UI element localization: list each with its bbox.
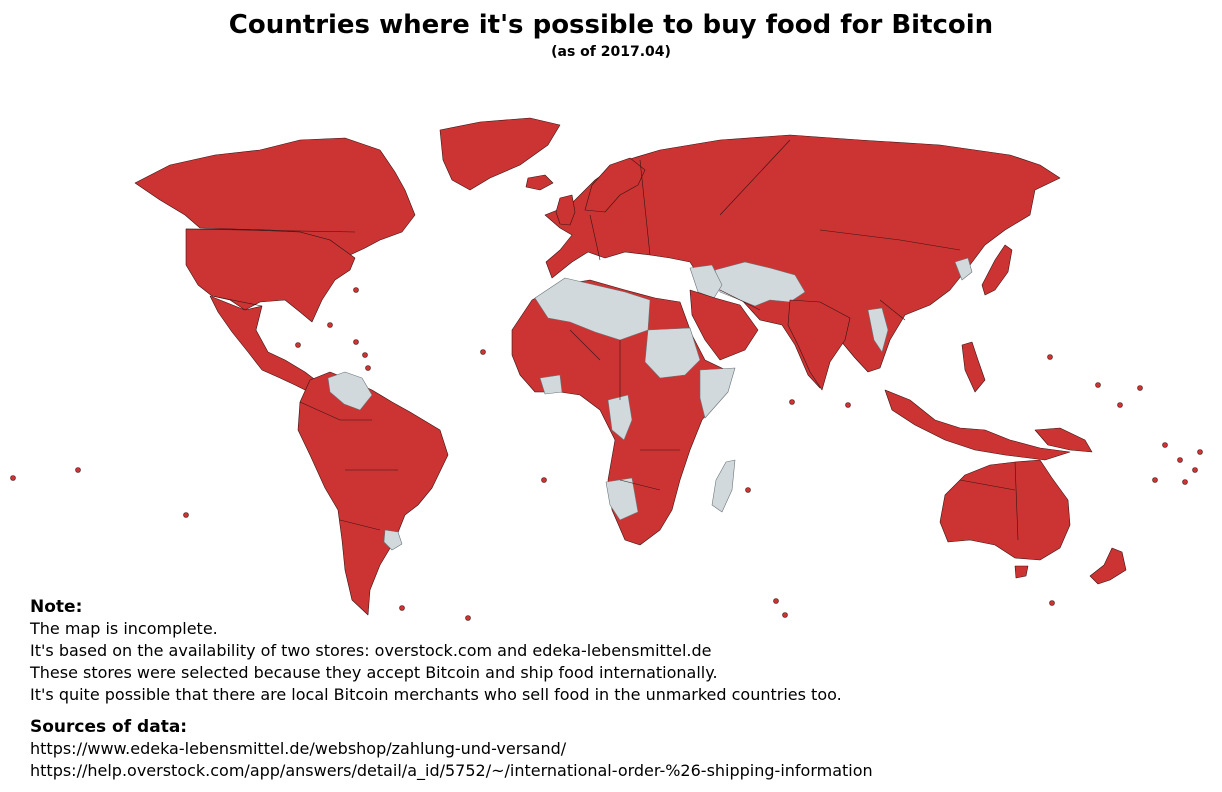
somalia-region [699, 367, 736, 419]
map-title: Countries where it's possible to buy foo… [228, 10, 994, 40]
madagascar-region [711, 459, 736, 513]
country-borders [185, 139, 1019, 541]
japan-region [981, 244, 1013, 296]
greenland-region [439, 117, 561, 191]
source-link[interactable]: https://www.edeka-lebensmittel.de/websho… [30, 739, 567, 758]
note-line: It's based on the availability of two st… [30, 641, 712, 660]
note-block: Note: The map is incomplete. It's based … [30, 596, 1210, 706]
uruguay-region [383, 529, 403, 551]
south-america-region [297, 371, 449, 616]
sudan-region [644, 327, 701, 379]
sources-heading: Sources of data: [30, 717, 188, 737]
note-line: It's quite possible that there are local… [30, 685, 842, 704]
venezuela-guyana-region [327, 371, 373, 411]
map-subtitle: (as of 2017.04) [551, 44, 671, 60]
india-region [787, 299, 851, 391]
tasmania-region [1014, 565, 1029, 579]
iceland-region [525, 174, 554, 191]
new-zealand-region [1089, 547, 1127, 585]
island-markers [10, 287, 1203, 621]
usa-region [185, 228, 356, 323]
namibia-region [605, 477, 639, 521]
congo-region [607, 394, 633, 441]
scandinavia-region [584, 157, 646, 213]
myanmar-region [867, 307, 889, 353]
indonesia-region [884, 389, 1071, 461]
canada-region [134, 137, 416, 256]
note-line: These stores were selected because they … [30, 663, 718, 682]
uk-region [555, 194, 576, 226]
north-korea-region [954, 257, 973, 281]
papua-region [1034, 427, 1093, 453]
source-link[interactable]: https://help.overstock.com/app/answers/d… [30, 761, 873, 780]
australia-region [939, 459, 1071, 561]
arabia-region [689, 289, 759, 361]
syria-iraq-region [689, 264, 723, 299]
sources-block: Sources of data: https://www.edeka-leben… [30, 716, 1210, 782]
philippines-region [961, 341, 986, 393]
west-africa-region [539, 374, 563, 395]
note-line: The map is incomplete. [30, 619, 218, 638]
note-heading: Note: [30, 597, 83, 617]
